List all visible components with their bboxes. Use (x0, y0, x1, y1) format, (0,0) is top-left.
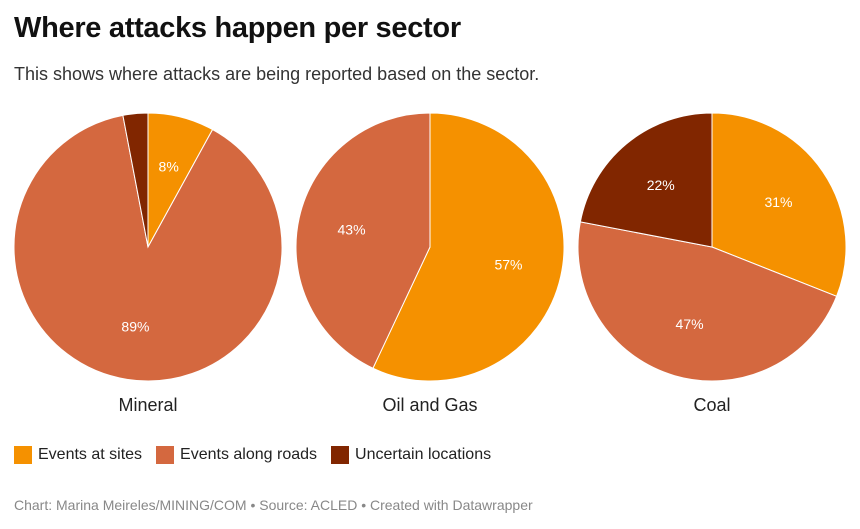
pie-slice (579, 112, 713, 248)
slice-data-label: 8% (159, 159, 179, 175)
legend-item-events-along-roads: Events along roads (156, 446, 317, 464)
footer-credit: Chart: Marina Meireles/MINING/COM • Sour… (14, 497, 533, 513)
chart-title: Where attacks happen per sector (14, 12, 461, 44)
pie-slice (295, 112, 431, 369)
pie-category-label: Coal (693, 395, 730, 415)
pie-slice (711, 112, 847, 297)
legend: Events at sites Events along roads Uncer… (14, 446, 505, 464)
legend-item-uncertain-locations: Uncertain locations (331, 446, 491, 464)
pie-slice (577, 221, 838, 382)
pie-charts: 8% 89% Mineral 57% 43% Oil and Gas 31% 47% 22% Co… (13, 112, 847, 415)
legend-item-events-at-sites: Events at sites (14, 446, 142, 464)
pie-category-label: Oil and Gas (382, 395, 477, 415)
legend-swatch (14, 446, 32, 464)
legend-swatch (156, 446, 175, 464)
pie-slice (372, 112, 565, 382)
legend-label: Events at sites (38, 446, 143, 463)
slice-data-label: 43% (338, 221, 366, 237)
slice-data-label: 22% (647, 177, 675, 193)
pie-slice (122, 112, 149, 248)
legend-label: Events along roads (180, 446, 318, 463)
slice-data-label: 47% (676, 316, 704, 332)
slice-data-label: 57% (494, 257, 522, 273)
pie-category-label: Mineral (118, 395, 177, 415)
slice-data-label: 31% (764, 194, 792, 210)
legend-swatch (331, 446, 350, 464)
slice-data-label: 89% (121, 318, 149, 334)
pie-mineral: 8% 89% Mineral (13, 112, 283, 415)
pie-oil-and-gas: 57% 43% Oil and Gas (295, 112, 565, 415)
legend-label: Uncertain locations (355, 446, 492, 463)
pie-coal: 31% 47% 22% Coal (577, 112, 847, 415)
chart-subtitle: This shows where attacks are being repor… (14, 64, 540, 84)
pie-slice (13, 114, 283, 382)
